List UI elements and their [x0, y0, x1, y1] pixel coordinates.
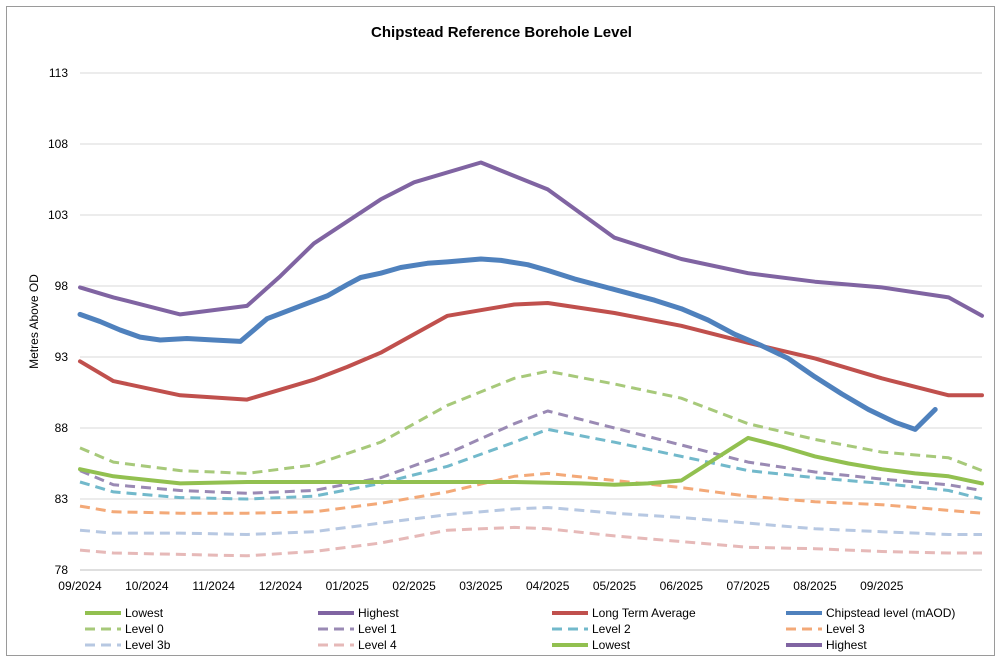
series-line-highest [78, 160, 984, 318]
x-tick-labels: 09/2024 10/2024 11/2024 12/2024 01/2025 02/20… [58, 579, 903, 593]
x-tick-label: 01/2025 [326, 579, 370, 593]
x-tick-label: 07/2025 [726, 579, 770, 593]
legend-label: Level 3b [125, 638, 171, 652]
y-tick-label: 103 [48, 208, 68, 222]
chart-title: Chipstead Reference Borehole Level [371, 24, 632, 41]
legend-item: Level 0 [85, 622, 164, 636]
legend-item: Lowest [85, 606, 164, 620]
y-tick-label: 88 [55, 421, 69, 435]
x-tick-label: 05/2025 [593, 579, 637, 593]
series-line-level-3b [79, 506, 982, 536]
series-line-long-term-average [78, 301, 984, 402]
x-tick-label: 09/2024 [58, 579, 102, 593]
legend-item: Highest [786, 638, 867, 652]
y-tick-label: 113 [49, 66, 68, 80]
x-tick-label: 09/2025 [860, 579, 904, 593]
x-tick-label: 11/2024 [192, 579, 235, 593]
legend-item: Level 3b [85, 638, 171, 652]
legend-item: Level 2 [552, 622, 631, 636]
legend-label: Lowest [125, 606, 164, 620]
legend-label: Highest [826, 638, 867, 652]
y-tick-label: 78 [55, 563, 69, 577]
legend-item: Level 1 [318, 622, 397, 636]
series-line-level-3 [79, 471, 983, 515]
series-line-level-0 [79, 369, 983, 475]
y-tick-label: 98 [55, 279, 69, 293]
legend-label: Chipstead level (mAOD) [826, 606, 955, 620]
chart-frame [6, 6, 995, 656]
y-axis-label: Metres Above OD [27, 274, 41, 369]
y-tick-label: 93 [55, 350, 69, 364]
x-tick-label: 08/2025 [793, 579, 837, 593]
x-tick-label: 02/2025 [392, 579, 436, 593]
legend-label: Highest [358, 606, 399, 620]
x-tick-label: 06/2025 [660, 579, 704, 593]
legend-label: Level 0 [125, 622, 164, 636]
legend-item: Lowest [552, 638, 631, 652]
series-line-chipstead-level-maod [77, 256, 938, 432]
series-lines [77, 160, 984, 558]
legend-item: Level 3 [786, 622, 865, 636]
legend-label: Level 2 [592, 622, 631, 636]
x-tick-label: 10/2024 [125, 579, 169, 593]
series-line-level-2 [79, 427, 983, 501]
legend-label: Level 1 [358, 622, 397, 636]
legend-item: Highest [318, 606, 399, 620]
legend-item: Level 4 [318, 638, 397, 652]
legend-label: Level 4 [358, 638, 397, 652]
series-line-level-4 [79, 525, 982, 558]
legend-label: Level 3 [826, 622, 865, 636]
legend-item: Long Term Average [552, 606, 696, 620]
legend-item: Chipstead level (mAOD) [786, 606, 955, 620]
legend-label: Lowest [592, 638, 631, 652]
x-tick-label: 03/2025 [459, 579, 503, 593]
x-tick-label: 12/2024 [259, 579, 303, 593]
y-tick-labels: 113 108 103 98 93 88 83 78 [48, 66, 68, 577]
x-tick-label: 04/2025 [526, 579, 570, 593]
y-tick-label: 83 [55, 492, 69, 506]
grid-lines [80, 72, 982, 571]
legend: Lowest Highest Long Term Average Chipstead … [85, 606, 955, 652]
y-tick-label: 108 [48, 137, 68, 151]
series-line-level-1 [79, 409, 983, 495]
series-line-lowest [78, 435, 984, 487]
legend-label: Long Term Average [592, 606, 696, 620]
